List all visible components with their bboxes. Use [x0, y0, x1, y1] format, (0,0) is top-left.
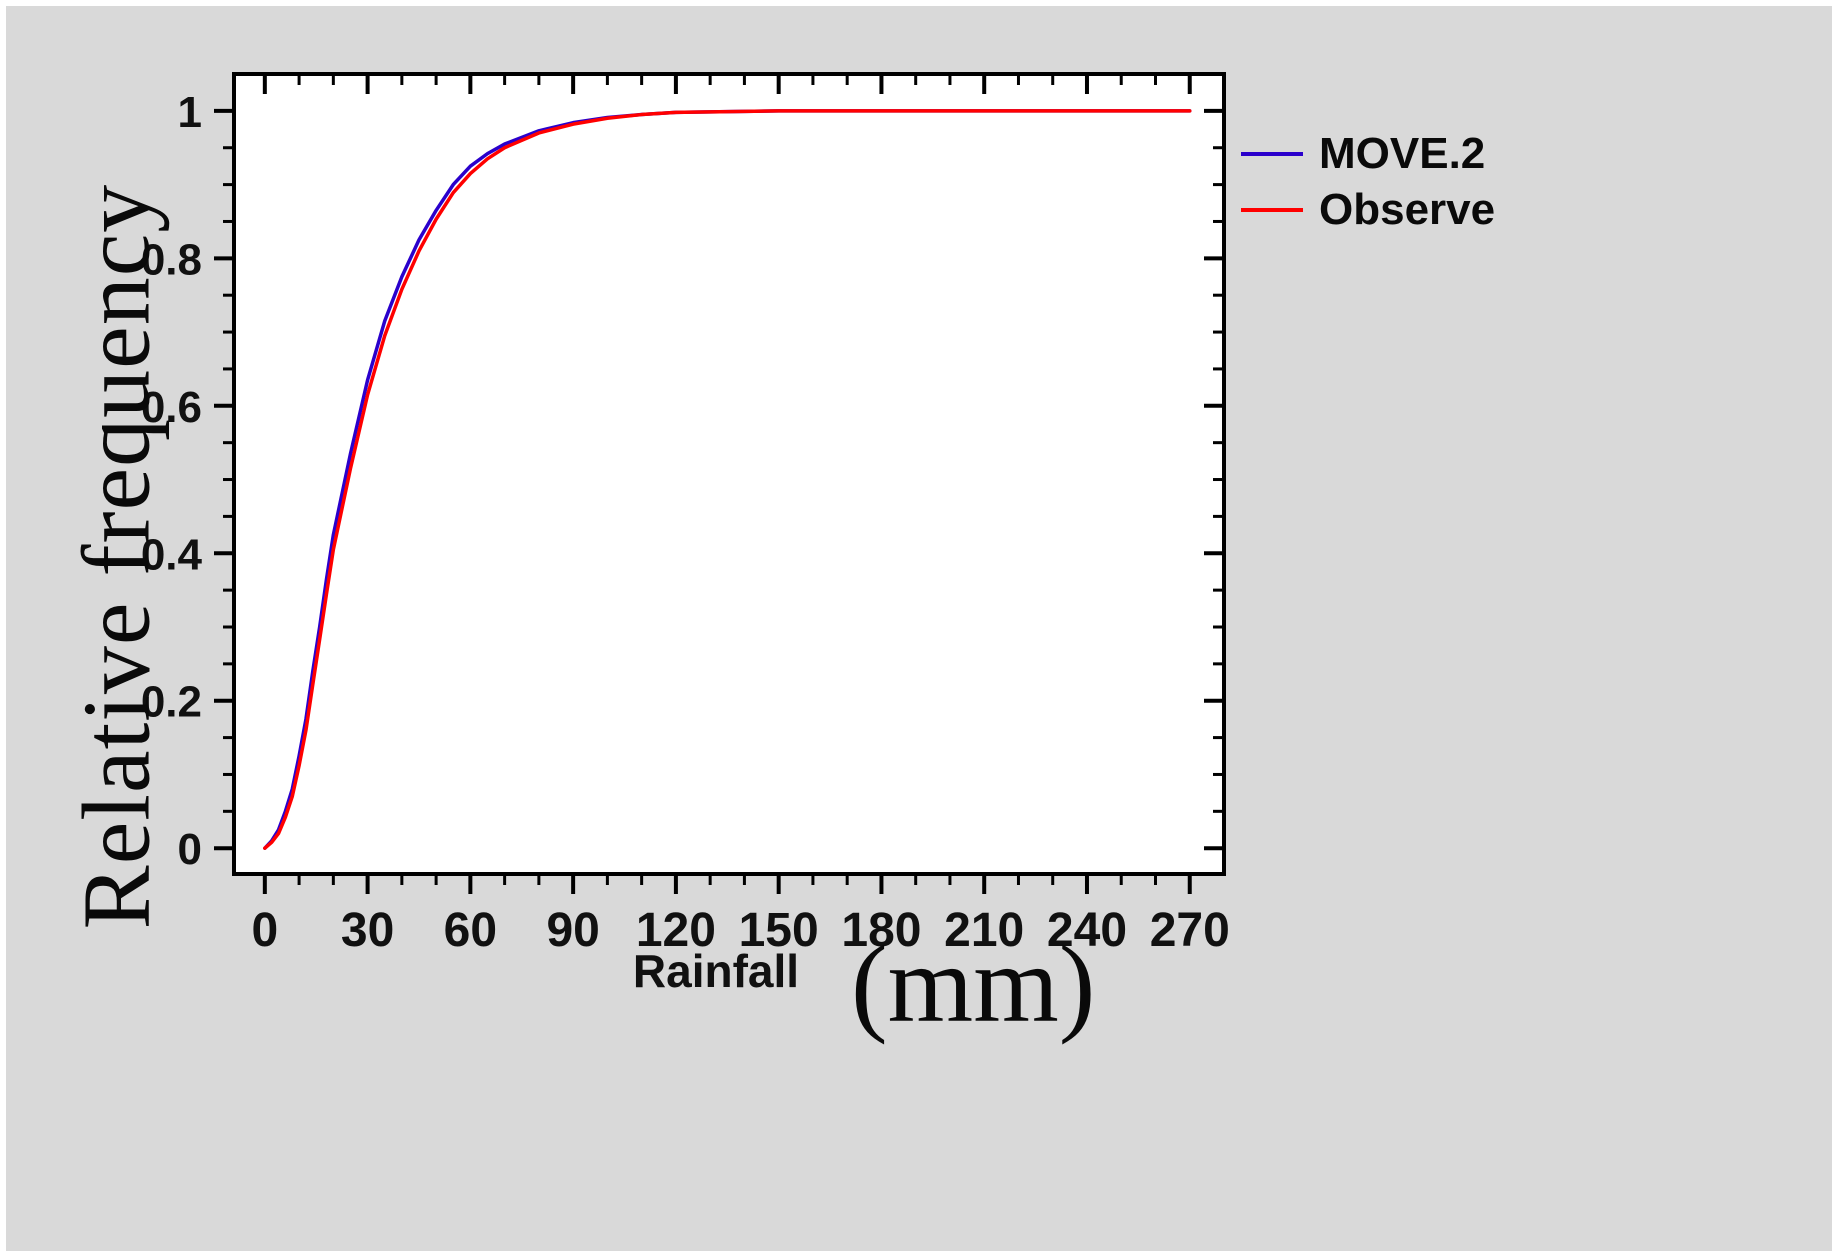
x-axis-title: Rainfall — [632, 945, 800, 997]
legend-item-observe: Observe — [1241, 185, 1496, 234]
x-tick-label: 210 — [944, 904, 1024, 957]
y-tick-label: 0.2 — [141, 678, 202, 727]
legend-line-swatch-observe — [1241, 208, 1303, 212]
y-axis-title: Relative frequency — [62, 183, 170, 930]
x-tick-label: 240 — [1047, 904, 1127, 957]
x-tick-label: 0 — [251, 904, 278, 957]
x-tick-label: 150 — [739, 904, 819, 957]
x-axis-unit-label: (mm) — [851, 923, 1096, 1045]
y-tick-label: 1 — [178, 88, 202, 137]
x-tick-label: 120 — [636, 904, 716, 957]
x-tick-label: 60 — [444, 904, 497, 957]
series-line-observe — [263, 109, 1192, 850]
plot-frame — [232, 72, 1226, 876]
y-tick-label: 0.6 — [141, 383, 202, 432]
y-tick-label: 0.4 — [141, 530, 203, 579]
y-tick-label: 0 — [178, 825, 202, 874]
legend-item-move2: MOVE.2 — [1241, 129, 1495, 178]
x-tick-label: 30 — [341, 904, 394, 957]
legend: MOVE.2 Observe — [1241, 129, 1496, 243]
x-tick-label: 180 — [841, 904, 921, 957]
legend-label-observe: Observe — [1319, 185, 1496, 234]
legend-label-move2: MOVE.2 — [1319, 129, 1486, 178]
plot-area: 0 30 60 90 120 150 180 210 240 270 0 0.2 0.4 0.6 0.8 1 — [141, 72, 1230, 957]
x-tick-label: 90 — [546, 904, 599, 957]
legend-line-swatch-move2 — [1241, 152, 1303, 156]
x-tick-label: 270 — [1150, 904, 1230, 957]
y-tick-label: 0.8 — [141, 235, 202, 284]
